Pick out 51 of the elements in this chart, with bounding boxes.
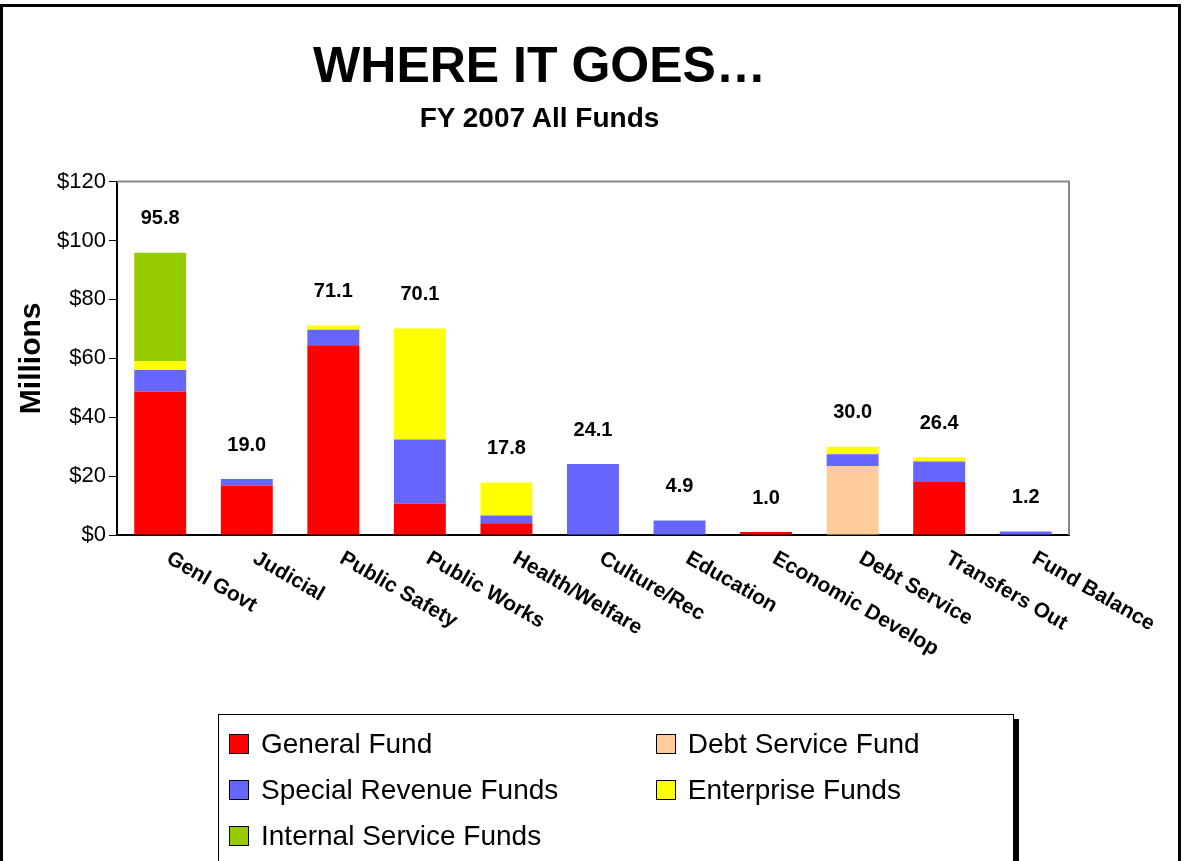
total-label: 1.0	[752, 485, 780, 508]
bar	[999, 531, 1052, 535]
y-tick-label: $100	[56, 226, 106, 252]
total-label: 70.1	[400, 282, 440, 305]
bar	[826, 454, 879, 467]
legend-label: General Fund	[261, 728, 433, 760]
bar	[826, 466, 879, 535]
bar	[480, 482, 533, 516]
bar	[913, 461, 966, 482]
chart-title: WHERE IT GOES…	[313, 36, 766, 93]
y-tick-label: $80	[69, 285, 106, 311]
bar	[567, 464, 619, 535]
y-tick-label: $20	[69, 462, 106, 488]
bar	[653, 520, 706, 535]
bar	[826, 446, 879, 455]
total-label: 71.1	[313, 279, 353, 302]
bar	[307, 329, 360, 346]
bar	[393, 439, 446, 504]
total-label: 30.0	[833, 400, 873, 423]
bar	[220, 485, 273, 535]
bar	[393, 503, 446, 535]
total-label: 26.4	[919, 410, 960, 433]
y-tick-label: $60	[69, 344, 106, 370]
total-label: 4.9	[665, 474, 694, 497]
bar	[480, 523, 533, 535]
y-tick-label: $120	[56, 167, 106, 193]
bar	[913, 481, 966, 535]
bar	[307, 345, 360, 535]
bar	[134, 391, 187, 535]
legend-label: Internal Service Funds	[261, 820, 542, 852]
total-label: 19.0	[227, 432, 267, 455]
total-label: 1.2	[1011, 484, 1040, 507]
total-label: 24.1	[573, 417, 613, 440]
total-label: 17.8	[486, 436, 526, 459]
y-tick-label: $0	[81, 521, 106, 547]
bar	[307, 325, 360, 330]
chart-subtitle: FY 2007 All Funds	[419, 101, 660, 133]
legend-label: Enterprise Funds	[687, 774, 901, 806]
total-label: 95.8	[140, 206, 180, 229]
bar	[913, 457, 966, 462]
legend-label: Special Revenue Funds	[261, 774, 559, 806]
y-tick-label: $40	[69, 403, 106, 429]
bar	[393, 328, 446, 440]
bar	[134, 360, 187, 371]
bar	[220, 479, 273, 486]
bar	[134, 252, 187, 361]
legend-label: Debt Service Fund	[687, 728, 920, 760]
bar	[480, 515, 533, 524]
bar	[134, 370, 187, 392]
y-axis-title: Millions	[13, 302, 47, 415]
bar	[740, 532, 793, 535]
